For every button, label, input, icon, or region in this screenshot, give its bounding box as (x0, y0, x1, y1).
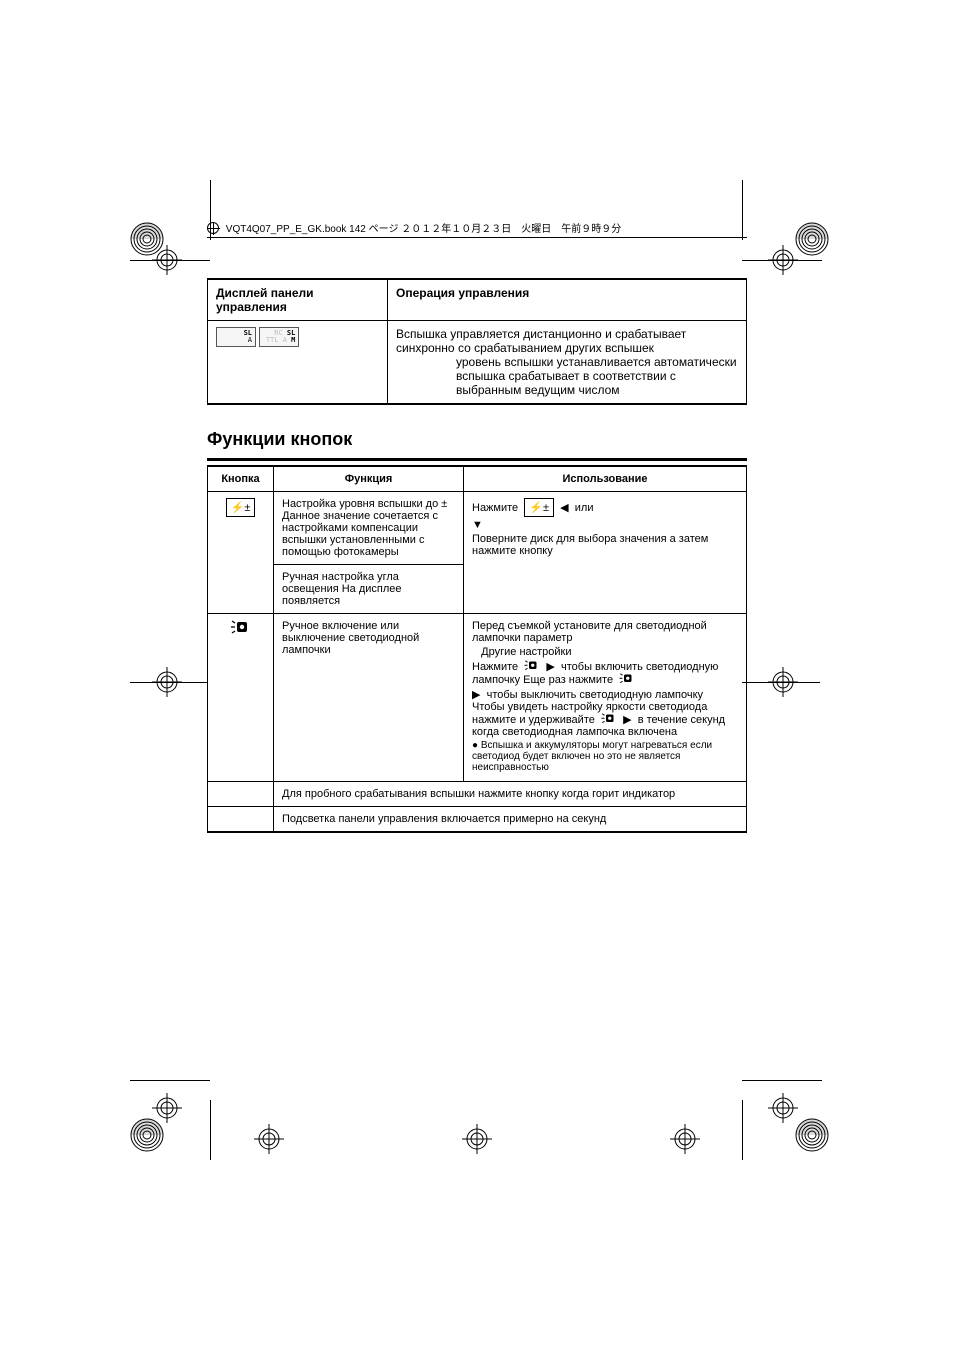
led-note: Вспышка и аккумуляторы могут нагреваться… (472, 740, 738, 773)
test-button-icon-cell (208, 782, 274, 807)
display-operation-table: Дисплей панели управления Операция управ… (207, 278, 747, 405)
registration-mark-icon (152, 245, 182, 275)
left-arrow-icon: ◀ (560, 502, 568, 514)
target-mark-icon (795, 1118, 829, 1152)
registration-mark-icon (462, 1124, 492, 1154)
t2-h2: Функция (274, 466, 464, 492)
header-reg-icon (207, 222, 219, 234)
test-row: Для пробного срабатывания вспышки нажмит… (274, 782, 747, 807)
led-usage: Перед съемкой установите для светодиодно… (464, 614, 747, 782)
crop-line (210, 1100, 211, 1160)
target-mark-icon (795, 222, 829, 256)
registration-mark-icon (254, 1124, 284, 1154)
led-icon (524, 660, 540, 672)
right-arrow-icon: ▶ (546, 661, 554, 673)
flash-adjust-icon: ⚡± (226, 498, 256, 517)
t1-display-cell: SL A RC SL TTL A M (208, 321, 388, 405)
zoom-func: Ручная настройка угла освещения На диспл… (274, 565, 464, 614)
registration-mark-icon (768, 667, 798, 697)
led-icon (601, 713, 617, 725)
flash-usage: Нажмите ⚡± ◀ или ▼ Поверните диск для вы… (464, 492, 747, 614)
op-sub-a: уровень вспышки устанавливается автомати… (396, 355, 738, 369)
page-header-text: VQT4Q07_PP_E_GK.book 142 ページ ２０１２年１０月２３日… (226, 224, 621, 235)
t2-h1: Кнопка (208, 466, 274, 492)
section-rule (207, 458, 747, 461)
op-sub-m: вспышка срабатывает в соответствии с выб… (396, 369, 738, 397)
right-arrow-icon: ▶ (623, 714, 631, 726)
registration-mark-icon (768, 245, 798, 275)
t1-operation-cell: Вспышка управляется дистанционно и сраба… (388, 321, 747, 405)
t1-header-operation: Операция управления (388, 279, 747, 321)
section-title: Функции кнопок (207, 429, 747, 450)
button-function-table: Кнопка Функция Использование ⚡± Настройк… (207, 465, 747, 833)
registration-mark-icon (152, 667, 182, 697)
flash-button-icon-cell: ⚡± (208, 492, 274, 614)
t1-header-display: Дисплей панели управления (208, 279, 388, 321)
crop-line (742, 1100, 743, 1160)
right-arrow-icon: ▶ (472, 689, 480, 701)
led-func: Ручное включение или выключение светодио… (274, 614, 464, 782)
light-row: Подсветка панели управления включается п… (274, 807, 747, 833)
lcd-indicator-1: SL A (216, 327, 256, 347)
led-icon (231, 620, 251, 636)
t2-h3: Использование (464, 466, 747, 492)
down-arrow-icon: ▼ (472, 519, 483, 531)
led-icon (619, 673, 635, 685)
registration-mark-icon (152, 1093, 182, 1123)
registration-mark-icon (670, 1124, 700, 1154)
flash-adjust-icon: ⚡± (524, 498, 554, 517)
op-main: Вспышка управляется дистанционно и сраба… (396, 327, 738, 355)
crop-line (742, 1080, 822, 1081)
lcd-indicator-2: RC SL TTL A M (259, 327, 299, 347)
page-header-line: VQT4Q07_PP_E_GK.book 142 ページ ２０１２年１０月２３日… (207, 220, 747, 238)
page-content: VQT4Q07_PP_E_GK.book 142 ページ ２０１２年１０月２３日… (207, 220, 747, 833)
led-button-icon-cell (208, 614, 274, 782)
flash-func: Настройка уровня вспышки до ± Данное зна… (274, 492, 464, 565)
crop-line (130, 1080, 210, 1081)
target-mark-icon (130, 1118, 164, 1152)
light-button-icon-cell (208, 807, 274, 833)
registration-mark-icon (768, 1093, 798, 1123)
